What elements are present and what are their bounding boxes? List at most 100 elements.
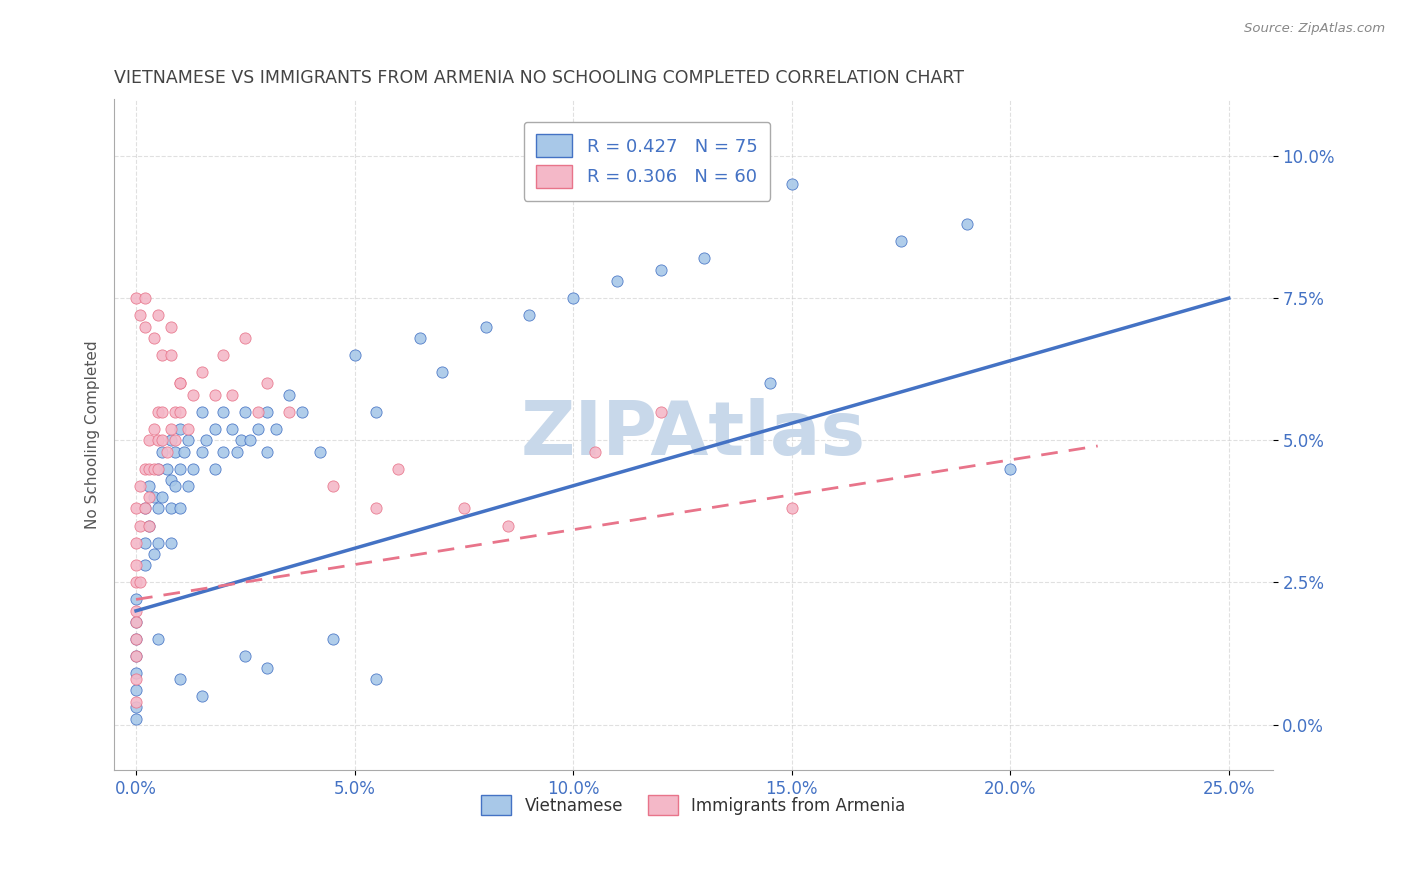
Point xyxy=(233,405,256,419)
Point xyxy=(212,444,235,458)
Point xyxy=(759,376,782,391)
Point xyxy=(129,518,152,533)
Point xyxy=(160,473,183,487)
Point xyxy=(146,434,169,448)
Point xyxy=(169,672,191,686)
Point xyxy=(190,365,212,379)
Point xyxy=(129,479,152,493)
Point xyxy=(150,348,173,362)
Point xyxy=(146,632,169,647)
Point xyxy=(181,388,204,402)
Point xyxy=(308,444,330,458)
Point xyxy=(125,615,148,630)
Point xyxy=(190,689,212,703)
Point xyxy=(693,252,716,266)
Point xyxy=(165,444,187,458)
Point xyxy=(125,535,148,549)
Point xyxy=(138,461,160,475)
Text: VIETNAMESE VS IMMIGRANTS FROM ARMENIA NO SCHOOLING COMPLETED CORRELATION CHART: VIETNAMESE VS IMMIGRANTS FROM ARMENIA NO… xyxy=(114,69,965,87)
Point xyxy=(134,461,156,475)
Point xyxy=(134,501,156,516)
Point xyxy=(453,501,475,516)
Point xyxy=(146,501,169,516)
Point xyxy=(177,422,200,436)
Text: ZIPAtlas: ZIPAtlas xyxy=(520,398,866,471)
Point xyxy=(256,661,278,675)
Point xyxy=(169,376,191,391)
Point xyxy=(156,444,179,458)
Point xyxy=(233,331,256,345)
Point xyxy=(496,518,519,533)
Point xyxy=(204,422,226,436)
Point xyxy=(146,461,169,475)
Point xyxy=(430,365,453,379)
Point xyxy=(150,434,173,448)
Point xyxy=(650,405,672,419)
Y-axis label: No Schooling Completed: No Schooling Completed xyxy=(86,340,100,529)
Text: Source: ZipAtlas.com: Source: ZipAtlas.com xyxy=(1244,22,1385,36)
Point xyxy=(138,518,160,533)
Point xyxy=(169,461,191,475)
Point xyxy=(169,405,191,419)
Point xyxy=(409,331,432,345)
Point xyxy=(146,535,169,549)
Point xyxy=(125,683,148,698)
Point xyxy=(181,461,204,475)
Point xyxy=(125,575,148,590)
Point xyxy=(225,444,247,458)
Point xyxy=(125,615,148,630)
Point xyxy=(142,422,165,436)
Point xyxy=(146,461,169,475)
Legend: Vietnamese, Immigrants from Armenia: Vietnamese, Immigrants from Armenia xyxy=(474,789,912,822)
Point xyxy=(343,348,366,362)
Point xyxy=(322,479,344,493)
Point xyxy=(366,672,388,686)
Point xyxy=(583,444,606,458)
Point xyxy=(165,479,187,493)
Point xyxy=(125,700,148,714)
Point xyxy=(125,672,148,686)
Point xyxy=(606,274,628,288)
Point xyxy=(125,501,148,516)
Point xyxy=(125,632,148,647)
Point xyxy=(142,547,165,561)
Point xyxy=(142,331,165,345)
Point xyxy=(125,712,148,726)
Point xyxy=(1000,461,1022,475)
Point xyxy=(256,376,278,391)
Point xyxy=(142,490,165,504)
Point xyxy=(125,666,148,681)
Point xyxy=(780,178,803,192)
Point xyxy=(125,604,148,618)
Point xyxy=(278,405,301,419)
Point xyxy=(138,434,160,448)
Point xyxy=(160,535,183,549)
Point xyxy=(264,422,287,436)
Point xyxy=(190,444,212,458)
Point xyxy=(204,388,226,402)
Point xyxy=(134,535,156,549)
Point xyxy=(134,558,156,573)
Point xyxy=(278,388,301,402)
Point xyxy=(160,348,183,362)
Point xyxy=(291,405,314,419)
Point xyxy=(177,479,200,493)
Point xyxy=(322,632,344,647)
Point xyxy=(650,262,672,277)
Point xyxy=(169,376,191,391)
Point xyxy=(239,434,262,448)
Point xyxy=(125,649,148,664)
Point xyxy=(129,575,152,590)
Point xyxy=(150,490,173,504)
Point xyxy=(156,461,179,475)
Point xyxy=(366,501,388,516)
Point xyxy=(160,501,183,516)
Point xyxy=(212,405,235,419)
Point xyxy=(780,501,803,516)
Point xyxy=(160,434,183,448)
Point xyxy=(150,444,173,458)
Point xyxy=(129,308,152,322)
Point xyxy=(256,405,278,419)
Point xyxy=(366,405,388,419)
Point xyxy=(387,461,409,475)
